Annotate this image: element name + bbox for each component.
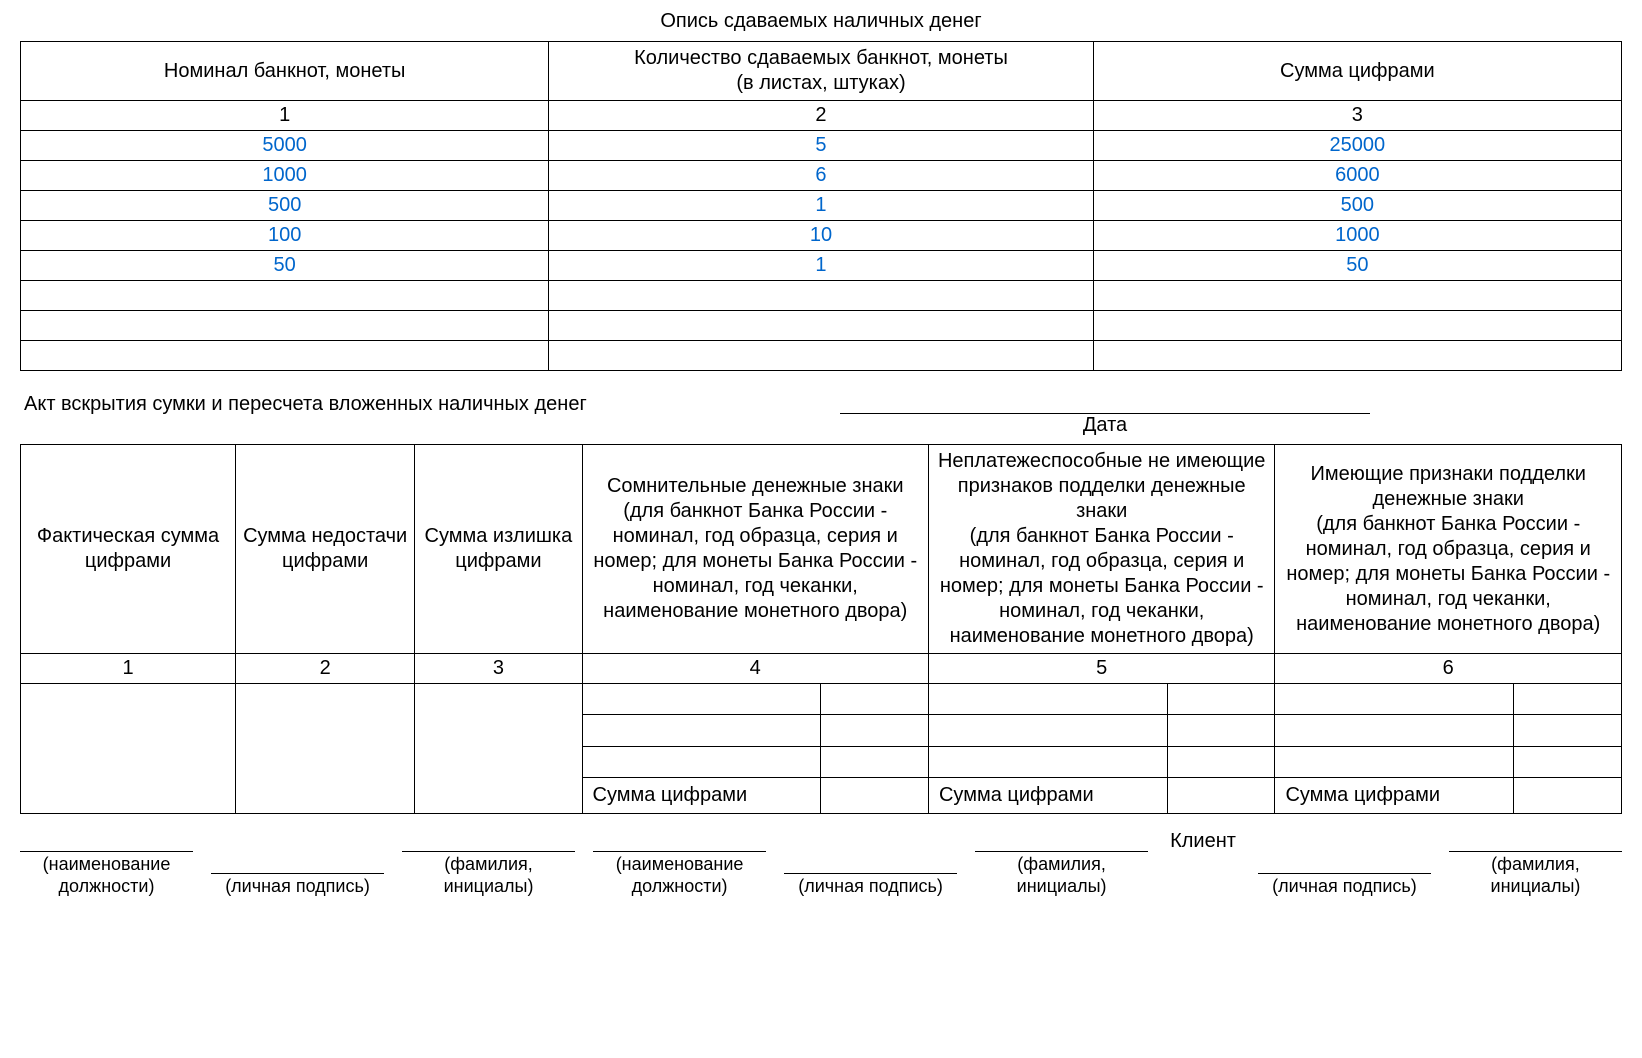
t2-n4: 5 bbox=[928, 654, 1274, 684]
t2-h0: Фактическая сумма цифрами bbox=[21, 445, 236, 654]
t2-c2 bbox=[415, 684, 582, 814]
t2-d bbox=[821, 746, 929, 777]
t1-n0: 1 bbox=[21, 101, 549, 131]
table1-blank-row bbox=[21, 341, 1622, 371]
table1-cell: 1 bbox=[549, 191, 1093, 221]
table1-data-row: 50150 bbox=[21, 251, 1622, 281]
t1-h1: Количество сдаваемых банкнот, монеты (в … bbox=[549, 42, 1093, 101]
t2-d bbox=[1167, 746, 1275, 777]
t2-h1: Сумма недостачи цифрами bbox=[236, 445, 415, 654]
table1-cell: 500 bbox=[21, 191, 549, 221]
table1-cell bbox=[1093, 341, 1621, 371]
t2-n1: 2 bbox=[236, 654, 415, 684]
signature-strip: (наименование должности) (личная подпись… bbox=[20, 832, 1622, 897]
t2-d bbox=[821, 684, 929, 715]
t2-h5: Имеющие признаки подделки денежные знаки… bbox=[1275, 445, 1622, 654]
t2-n2: 3 bbox=[415, 654, 582, 684]
table1-blank-row bbox=[21, 311, 1622, 341]
date-field-line: Дата bbox=[840, 394, 1370, 414]
table1-cell bbox=[1093, 311, 1621, 341]
t2-h4: Неплатежеспособные не имеющие признаков … bbox=[928, 445, 1274, 654]
t2-d bbox=[1275, 746, 1514, 777]
table1-cell: 1000 bbox=[1093, 221, 1621, 251]
t2-sum6-v bbox=[1514, 777, 1622, 813]
t2-d bbox=[582, 715, 821, 746]
table1-cell: 1 bbox=[549, 251, 1093, 281]
table1-cell bbox=[1093, 281, 1621, 311]
t2-sum5-v bbox=[1167, 777, 1275, 813]
t2-d bbox=[1275, 715, 1514, 746]
t2-h2: Сумма излишка цифрами bbox=[415, 445, 582, 654]
t2-n3: 4 bbox=[582, 654, 928, 684]
sig-right-1: (фамилия, инициалы) bbox=[1449, 832, 1622, 897]
t1-h2: Сумма цифрами bbox=[1093, 42, 1621, 101]
table1-data-row: 100066000 bbox=[21, 161, 1622, 191]
t2-sum5-lbl: Сумма цифрами bbox=[928, 777, 1167, 813]
table1-cell: 500 bbox=[1093, 191, 1621, 221]
t2-d bbox=[582, 684, 821, 715]
table1-cell: 50 bbox=[21, 251, 549, 281]
t2-d bbox=[1275, 684, 1514, 715]
cash-inventory-table: Номинал банкнот, монеты Количество сдава… bbox=[20, 41, 1622, 371]
table1-data-row: 5001500 bbox=[21, 191, 1622, 221]
table1-cell bbox=[549, 281, 1093, 311]
sig-left-2: (фамилия, инициалы) bbox=[402, 832, 575, 897]
t2-d bbox=[582, 746, 821, 777]
t2-d bbox=[1514, 746, 1622, 777]
date-label: Дата bbox=[840, 414, 1370, 437]
table1-cell: 5000 bbox=[21, 131, 549, 161]
t2-n0: 1 bbox=[21, 654, 236, 684]
table1-num-row: 1 2 3 bbox=[21, 101, 1622, 131]
table1-cell: 5 bbox=[549, 131, 1093, 161]
t2-d bbox=[821, 715, 929, 746]
t2-header-row: Фактическая сумма цифрами Сумма недостач… bbox=[21, 445, 1622, 654]
table1-header-row: Номинал банкнот, монеты Количество сдава… bbox=[21, 42, 1622, 101]
t2-d bbox=[928, 684, 1167, 715]
sig-right-0: (личная подпись) bbox=[1258, 854, 1431, 898]
table1-cell bbox=[549, 341, 1093, 371]
table1-data-row: 100101000 bbox=[21, 221, 1622, 251]
t2-sum6-lbl: Сумма цифрами bbox=[1275, 777, 1514, 813]
table1-title: Опись сдаваемых наличных денег bbox=[20, 10, 1622, 33]
table1-cell bbox=[21, 341, 549, 371]
t1-h0: Номинал банкнот, монеты bbox=[21, 42, 549, 101]
t2-d bbox=[1167, 684, 1275, 715]
t2-d bbox=[928, 746, 1167, 777]
t2-d bbox=[928, 715, 1167, 746]
table1-cell: 25000 bbox=[1093, 131, 1621, 161]
table1-data-row: 5000525000 bbox=[21, 131, 1622, 161]
client-label: Клиент bbox=[1166, 830, 1240, 855]
t1-n2: 3 bbox=[1093, 101, 1621, 131]
t2-d bbox=[1514, 715, 1622, 746]
table1-cell: 1000 bbox=[21, 161, 549, 191]
t2-d bbox=[1167, 715, 1275, 746]
sig-left-1: (личная подпись) bbox=[211, 854, 384, 898]
table1-cell: 6000 bbox=[1093, 161, 1621, 191]
t2-sum4-lbl: Сумма цифрами bbox=[582, 777, 821, 813]
act-table: Фактическая сумма цифрами Сумма недостач… bbox=[20, 444, 1622, 814]
table1-cell: 50 bbox=[1093, 251, 1621, 281]
table1-cell bbox=[21, 281, 549, 311]
t2-h3: Сомнительные денежные знаки (для банкнот… bbox=[582, 445, 928, 654]
sig-mid-2: (фамилия, инициалы) bbox=[975, 832, 1148, 897]
sig-left-0: (наименование должности) bbox=[20, 832, 193, 897]
t2-n5: 6 bbox=[1275, 654, 1622, 684]
t2-sum4-v bbox=[821, 777, 929, 813]
t2-num-row: 1 2 3 4 5 6 bbox=[21, 654, 1622, 684]
sig-mid-1: (личная подпись) bbox=[784, 854, 957, 898]
table1-blank-row bbox=[21, 281, 1622, 311]
table1-cell: 6 bbox=[549, 161, 1093, 191]
table1-cell: 100 bbox=[21, 221, 549, 251]
t2-c0 bbox=[21, 684, 236, 814]
t2-d bbox=[1514, 684, 1622, 715]
table1-cell: 10 bbox=[549, 221, 1093, 251]
t2-data-row bbox=[21, 684, 1622, 715]
t1-n1: 2 bbox=[549, 101, 1093, 131]
sig-mid-0: (наименование должности) bbox=[593, 832, 766, 897]
table1-cell bbox=[21, 311, 549, 341]
t2-c1 bbox=[236, 684, 415, 814]
table1-cell bbox=[549, 311, 1093, 341]
